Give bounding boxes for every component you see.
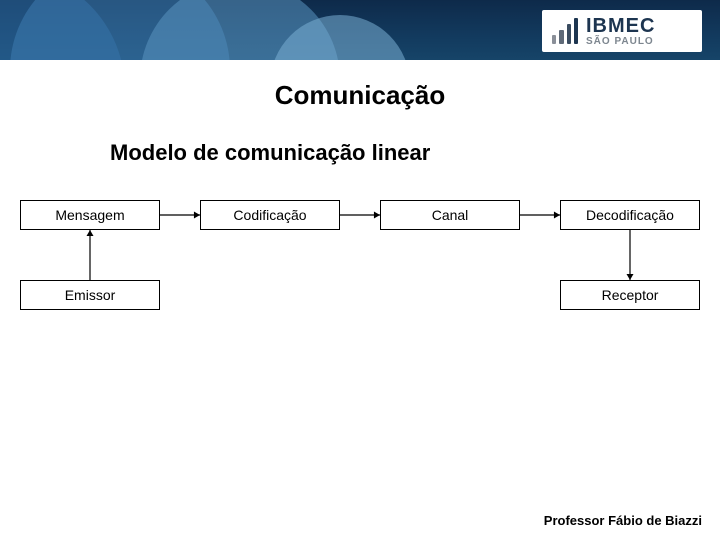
node-codificacao: Codificação [200,200,340,230]
edge-mensagem-codificacao [151,206,209,224]
slide: IBMEC SÃO PAULO Comunicação Modelo de co… [0,0,720,540]
edge-emissor-mensagem [81,221,99,289]
edge-decodificacao-receptor [621,221,639,289]
edge-canal-decodificacao [511,206,569,224]
node-canal: Canal [380,200,520,230]
node-label: Codificação [233,207,306,223]
page-title: Comunicação [0,80,720,111]
subtitle: Modelo de comunicação linear [110,140,430,166]
brand-logo: IBMEC SÃO PAULO [542,10,702,52]
brand-region: SÃO PAULO [586,37,655,47]
brand-bars-icon [552,18,578,44]
brand-text: IBMEC SÃO PAULO [586,16,655,47]
flow-diagram: MensagemCodificaçãoCanalDecodificaçãoEmi… [0,200,720,360]
node-label: Receptor [602,287,659,303]
node-label: Canal [432,207,469,223]
edge-codificacao-canal [331,206,389,224]
node-label: Emissor [65,287,116,303]
footer-text: Professor Fábio de Biazzi [544,513,702,528]
brand-name: IBMEC [586,16,655,36]
